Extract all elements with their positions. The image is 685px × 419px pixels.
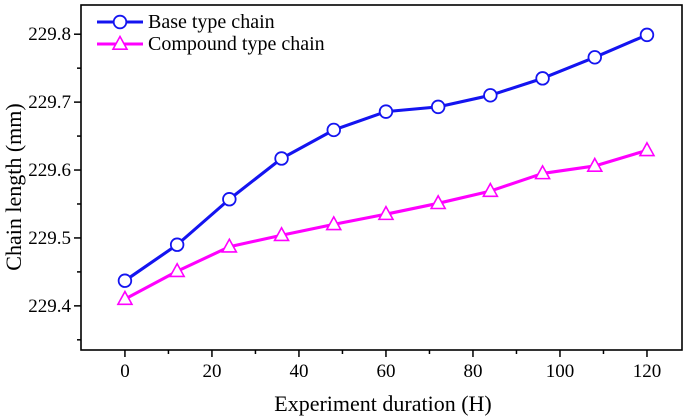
y-tick-label: 229.5 <box>28 228 71 249</box>
y-tick-label: 229.4 <box>28 296 71 317</box>
y-tick-label: 229.6 <box>28 160 71 181</box>
triangle-marker <box>325 215 343 231</box>
x-tick-label: 40 <box>289 361 308 382</box>
x-axis-title: Experiment duration (H) <box>274 391 492 416</box>
x-tick-label: 120 <box>633 361 662 382</box>
triangle-marker <box>168 262 186 278</box>
circle-marker <box>274 151 289 166</box>
circle-marker <box>169 237 185 252</box>
triangle-marker <box>220 237 238 253</box>
x-tick-label: 20 <box>202 361 221 382</box>
series-base-type-chain <box>117 27 655 288</box>
triangle-marker <box>482 181 499 198</box>
circle-marker <box>112 14 128 30</box>
circle-marker <box>222 192 237 207</box>
axis-ticks <box>74 33 648 357</box>
circle-marker <box>378 104 394 119</box>
circle-marker <box>483 88 498 103</box>
series-compound-type-chain <box>116 141 656 306</box>
circle-marker <box>430 99 446 115</box>
circle-marker <box>639 27 655 43</box>
circle-marker <box>117 273 133 288</box>
triangle-marker <box>429 194 447 210</box>
triangle-marker <box>534 164 551 180</box>
series-line-base-type-chain <box>123 33 649 283</box>
triangle-marker <box>116 289 134 306</box>
legend-label-base-type-chain: Base type chain <box>148 11 275 33</box>
legend-label-compound-type-chain: Compound type chain <box>148 33 325 55</box>
triangle-marker <box>377 205 395 221</box>
x-tick-label: 60 <box>376 361 395 382</box>
y-tick-label: 229.7 <box>28 92 71 113</box>
x-tick-label: 80 <box>463 361 482 382</box>
x-tick-label: 100 <box>546 361 575 382</box>
triangle-marker <box>273 226 290 242</box>
plot-frame <box>80 4 683 351</box>
circle-marker <box>587 50 602 65</box>
series-line-compound-type-chain <box>123 148 649 301</box>
x-tick-label: 0 <box>120 361 130 382</box>
y-tick-label: 229.8 <box>28 24 71 45</box>
triangle-marker <box>638 141 656 157</box>
triangle-marker <box>586 156 604 172</box>
axis-tick-labels: 0 20 40 60 80 100 120 229.4 229.5 229.6 229.7 229.8 <box>28 24 661 382</box>
triangle-marker <box>111 34 129 50</box>
circle-marker <box>535 71 550 86</box>
legend-samples <box>97 14 143 50</box>
y-axis-title: Chain length (mm) <box>1 103 26 271</box>
circle-marker <box>326 122 341 138</box>
